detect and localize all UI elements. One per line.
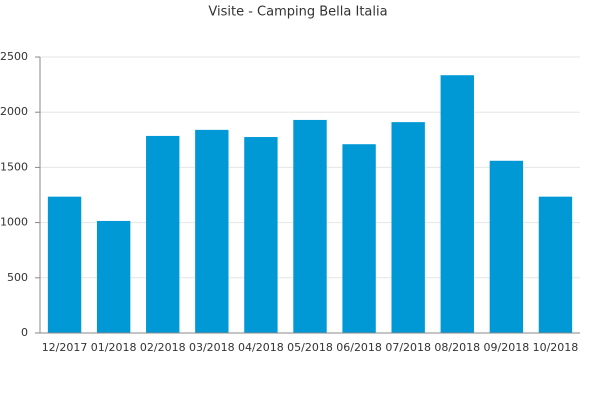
y-tick-label: 1000 [0,216,28,229]
x-tick-label: 04/2018 [238,341,284,354]
x-tick-label: 01/2018 [91,341,137,354]
x-tick-label: 10/2018 [533,341,579,354]
y-tick-label: 2000 [0,105,28,118]
bar [440,75,474,333]
bar [538,196,573,333]
bar [244,137,278,333]
y-tick-label: 1500 [0,160,28,173]
x-tick-label: 03/2018 [189,341,235,354]
bar [489,160,524,333]
y-tick-label: 500 [7,271,28,284]
x-tick-label: 12/2017 [42,341,88,354]
bar [195,129,229,333]
x-tick-label: 09/2018 [484,341,530,354]
x-tick-label: 05/2018 [287,341,333,354]
x-tick-label: 08/2018 [434,341,480,354]
bar [293,119,327,333]
y-tick-label: 0 [21,326,28,339]
chart-title: Visite - Camping Bella Italia [208,5,387,20]
bar [342,144,376,333]
bar [391,122,425,333]
x-tick-label: 02/2018 [140,341,186,354]
bar [47,196,82,333]
y-tick-label: 2500 [0,50,28,63]
x-tick-label: 06/2018 [336,341,382,354]
x-tick-label: 07/2018 [385,341,431,354]
bar [146,135,180,333]
bar [96,220,131,333]
